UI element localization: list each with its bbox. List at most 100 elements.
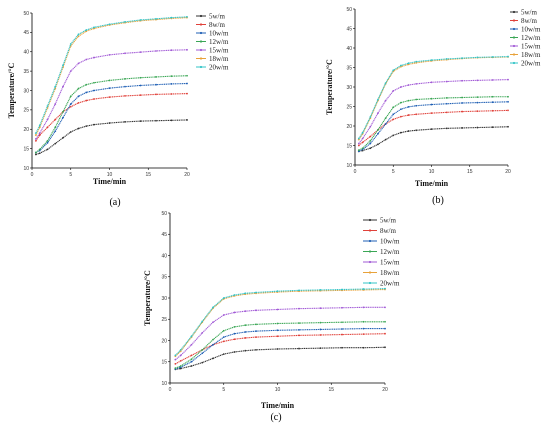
series-8w/m (357, 109, 509, 147)
data-point (222, 297, 225, 299)
legend: 5w/m 8w/m 10w/m 12w/m 15w/m 18w/m 20w/m (363, 216, 400, 287)
legend-label: 20w/m (521, 59, 541, 67)
data-point (491, 101, 494, 104)
data-point (341, 346, 343, 349)
y-tick-label: 10 (161, 381, 167, 387)
y-tick-label: 50 (161, 211, 167, 217)
data-point (62, 136, 64, 139)
panel-caption: (a) (109, 197, 120, 208)
data-point (108, 53, 111, 56)
data-point (369, 139, 372, 142)
series-line (358, 56, 509, 139)
y-tick-label: 35 (23, 69, 29, 75)
y-axis-title: Temperature/°C (7, 62, 16, 118)
x-tick-label: 10 (107, 172, 113, 178)
y-tick-label: 30 (23, 88, 29, 94)
data-point (415, 113, 418, 116)
data-point (108, 87, 111, 90)
data-point (77, 95, 80, 98)
data-point (34, 138, 37, 140)
series-line (35, 75, 188, 153)
data-point (407, 105, 410, 108)
data-point (190, 354, 193, 357)
legend-label: 5w/m (380, 216, 397, 224)
data-point (357, 149, 360, 152)
data-point (85, 125, 88, 128)
series-18w/m (174, 288, 386, 358)
series-5w/m (34, 119, 188, 156)
data-point (85, 58, 88, 61)
legend-marker (368, 260, 372, 264)
data-point (93, 26, 95, 29)
data-point (476, 96, 479, 99)
data-point (69, 105, 72, 108)
data-point (139, 84, 142, 87)
data-point (34, 134, 37, 136)
series-line (35, 17, 188, 136)
data-point (62, 116, 64, 119)
data-point (85, 83, 88, 86)
x-tick-label: 0 (354, 169, 357, 175)
data-point (174, 367, 177, 370)
data-point (507, 95, 509, 98)
data-point (34, 132, 37, 135)
data-point (244, 292, 247, 295)
data-point (244, 331, 247, 333)
series-line (175, 328, 385, 370)
data-point (430, 97, 433, 100)
data-point (400, 86, 402, 88)
data-point (124, 21, 126, 23)
x-tick-label: 15 (467, 169, 473, 175)
data-point (255, 348, 257, 351)
data-point (34, 139, 37, 142)
data-point (476, 79, 479, 82)
data-point (62, 85, 64, 88)
legend-marker (199, 14, 203, 18)
data-point (233, 338, 236, 341)
data-point (461, 127, 463, 129)
data-point (190, 365, 193, 367)
x-axis-title: Time/min (93, 177, 127, 186)
data-point (190, 360, 193, 363)
series-20w/m (357, 55, 509, 140)
legend-marker (368, 281, 372, 285)
series-8w/m (34, 92, 188, 142)
axes (354, 9, 508, 166)
data-point (108, 79, 111, 82)
y-tick-label: 25 (161, 317, 167, 323)
data-point (201, 320, 204, 323)
y-tick-label: 20 (346, 124, 352, 130)
data-point (139, 94, 142, 97)
series-8w/m (174, 332, 386, 365)
data-point (222, 340, 225, 343)
data-point (276, 348, 279, 350)
data-point (298, 322, 300, 324)
data-point (400, 115, 402, 118)
data-point (377, 98, 379, 101)
legend-label: 10w/m (521, 25, 541, 33)
data-point (276, 290, 279, 293)
data-point (407, 99, 410, 102)
data-point (255, 323, 257, 326)
data-point (476, 101, 479, 104)
data-point (62, 64, 64, 67)
series-12w/m (357, 95, 509, 152)
data-point (174, 354, 177, 357)
data-point (362, 333, 365, 336)
data-point (384, 82, 387, 84)
data-point (341, 288, 343, 291)
series-line (175, 346, 386, 370)
data-point (377, 143, 379, 146)
data-point (93, 81, 95, 84)
data-point (407, 84, 410, 86)
data-point (62, 110, 64, 113)
series-line (174, 288, 386, 356)
data-point (362, 346, 365, 349)
y-axis-title: Temperature/°C (325, 59, 334, 115)
data-point (170, 83, 173, 85)
chart-panel-2: 10 15 20 25 30 35 40 45 50 0 5 10 15 20 Time/min Temper… (325, 7, 541, 206)
data-point (461, 57, 463, 60)
data-point (69, 43, 72, 45)
data-point (222, 336, 225, 338)
